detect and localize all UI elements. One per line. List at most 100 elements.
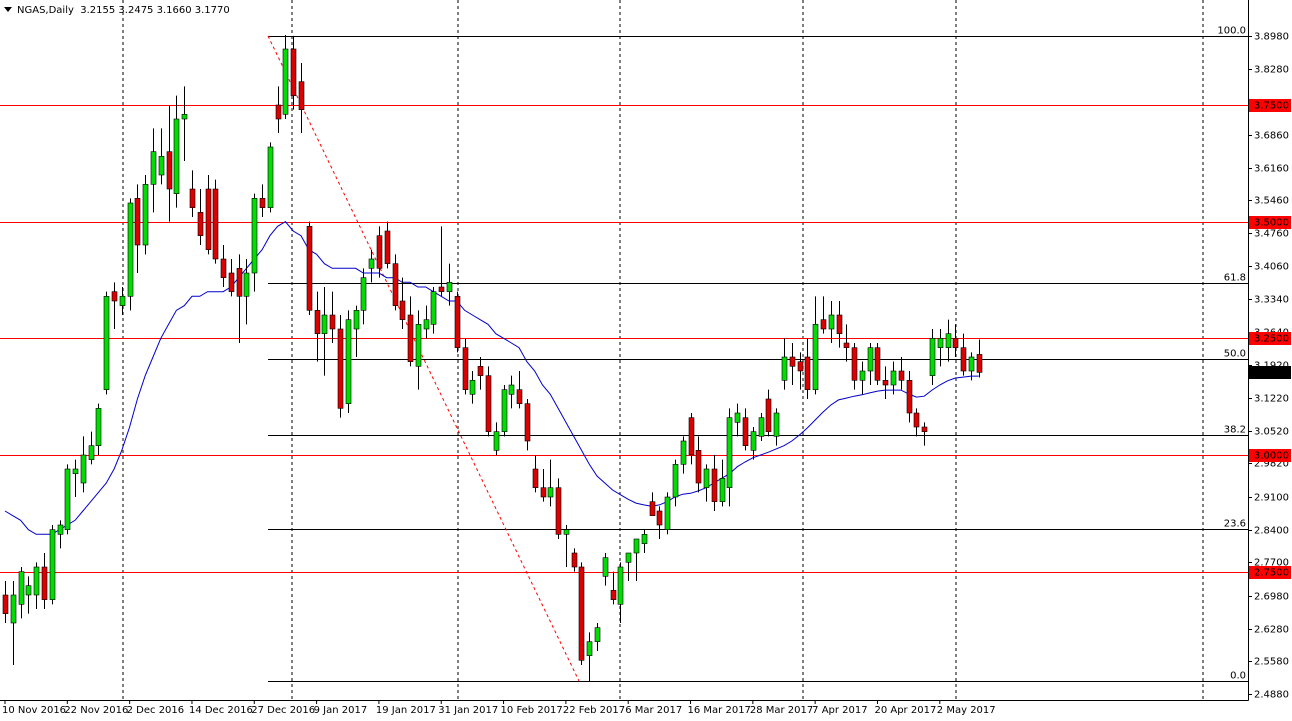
x-tick-label: 22 Nov 2016 bbox=[64, 705, 128, 716]
menu-icon[interactable] bbox=[4, 7, 12, 12]
x-tick-label: 22 Feb 2017 bbox=[563, 705, 625, 716]
candle-body bbox=[298, 81, 305, 110]
candle-body bbox=[150, 151, 157, 185]
candle-body bbox=[812, 324, 819, 390]
candle-body bbox=[602, 557, 609, 577]
candle-body bbox=[267, 146, 274, 208]
level-label-box bbox=[1249, 99, 1291, 112]
candle-body bbox=[205, 188, 212, 250]
candle-body bbox=[703, 468, 710, 488]
candle-body bbox=[103, 296, 110, 390]
candle-body bbox=[586, 641, 593, 656]
level-label: 3.2500 bbox=[1254, 334, 1289, 345]
candle-body bbox=[781, 356, 788, 381]
candle-body bbox=[189, 188, 196, 208]
y-tick-label: 3.0520 bbox=[1254, 427, 1289, 438]
fib-label: 61.8 bbox=[1224, 273, 1246, 284]
candle-body bbox=[882, 380, 889, 386]
candle-body bbox=[976, 354, 983, 373]
candle-body bbox=[773, 412, 780, 437]
candle-body bbox=[578, 566, 585, 661]
candle-body bbox=[438, 286, 445, 292]
level-label: 3.5000 bbox=[1254, 218, 1289, 229]
candle-body bbox=[656, 510, 663, 526]
level-label: 3.7500 bbox=[1254, 101, 1289, 112]
y-tick-label: 2.9100 bbox=[1254, 493, 1289, 504]
candle-body bbox=[392, 263, 399, 306]
candle-body bbox=[259, 198, 266, 208]
candle-body bbox=[314, 310, 321, 334]
candle-body bbox=[454, 296, 461, 348]
candle-body bbox=[508, 384, 515, 395]
candle-body bbox=[49, 529, 56, 600]
candle-body bbox=[937, 338, 944, 348]
fib-label: 23.6 bbox=[1224, 519, 1246, 530]
level-label-box bbox=[1249, 332, 1291, 345]
candle-body bbox=[485, 375, 492, 432]
candle-body bbox=[173, 118, 180, 194]
level-label: 3.0000 bbox=[1254, 451, 1289, 462]
candle-body bbox=[345, 319, 352, 404]
y-tick-label: 2.8400 bbox=[1254, 526, 1289, 537]
candle-body bbox=[88, 445, 95, 460]
y-tick-label: 3.6160 bbox=[1254, 164, 1289, 175]
y-tick-label: 3.4060 bbox=[1254, 262, 1289, 273]
candle-body bbox=[797, 361, 804, 372]
x-tick-label: 31 Jan 2017 bbox=[438, 705, 498, 716]
y-tick-label: 2.9820 bbox=[1254, 459, 1289, 470]
x-tick-label: 7 Apr 2017 bbox=[812, 705, 867, 716]
candle-body bbox=[711, 468, 718, 502]
x-tick-label: 28 Mar 2017 bbox=[750, 705, 813, 716]
candle-body bbox=[57, 524, 64, 535]
candle-body bbox=[399, 300, 406, 320]
candle-body bbox=[672, 464, 679, 498]
candle-body bbox=[680, 440, 687, 465]
candle-body bbox=[415, 324, 422, 367]
x-tick-label: 14 Dec 2016 bbox=[189, 705, 253, 716]
x-tick-label: 9 Jan 2017 bbox=[314, 705, 368, 716]
candle-body bbox=[516, 389, 523, 404]
candle-body bbox=[423, 319, 430, 330]
candle-body bbox=[742, 417, 749, 446]
candle-body bbox=[571, 552, 578, 568]
candle-body bbox=[446, 282, 453, 292]
candle-body bbox=[625, 552, 632, 563]
candle-body bbox=[765, 398, 772, 432]
candle-body bbox=[236, 268, 243, 297]
candle-body bbox=[952, 338, 959, 348]
candle-body bbox=[836, 314, 843, 334]
candle-body bbox=[353, 310, 360, 330]
fib-trendline bbox=[267, 35, 580, 682]
x-tick-label: 2 May 2017 bbox=[937, 705, 996, 716]
candle-body bbox=[555, 487, 562, 535]
x-tick-label: 10 Nov 2016 bbox=[2, 705, 66, 716]
candle-body bbox=[134, 198, 141, 246]
candle-body bbox=[617, 566, 624, 605]
candle-body bbox=[430, 291, 437, 325]
candle-body bbox=[929, 338, 936, 376]
chart-title: NGAS,Daily 3.2155 3.2475 3.1660 3.1770 bbox=[17, 5, 230, 16]
candle-body bbox=[501, 389, 508, 432]
fib-label: 50.0 bbox=[1224, 349, 1246, 360]
candle-body bbox=[376, 235, 383, 269]
candle-body bbox=[532, 468, 539, 488]
candle-body bbox=[462, 347, 469, 390]
level-label-box bbox=[1249, 566, 1291, 579]
level-label: 2.7500 bbox=[1254, 568, 1289, 579]
candle-body bbox=[166, 151, 173, 190]
candle-body bbox=[469, 380, 476, 395]
x-tick-label: 27 Dec 2016 bbox=[251, 705, 315, 716]
candle-body bbox=[25, 585, 32, 596]
fib-label: 0.0 bbox=[1230, 671, 1246, 682]
candle-body bbox=[789, 356, 796, 367]
candle-body bbox=[758, 417, 765, 437]
candle-body bbox=[243, 272, 250, 297]
candle-body bbox=[111, 291, 118, 302]
candle-body bbox=[547, 487, 554, 498]
y-tick-label: 3.3340 bbox=[1254, 295, 1289, 306]
candle-body bbox=[633, 538, 640, 554]
candle-body bbox=[493, 431, 500, 451]
